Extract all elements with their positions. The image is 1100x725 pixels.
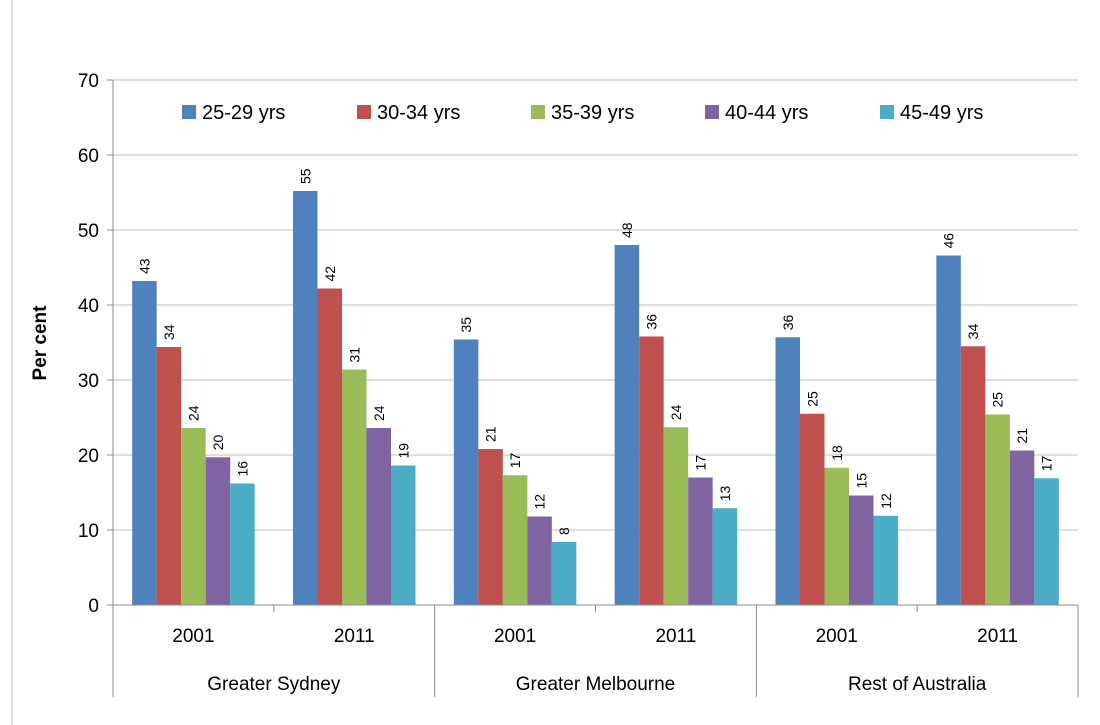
x-category-label: 2001 [816,626,858,647]
x-category-label: 2011 [655,626,696,647]
bar [478,449,503,605]
data-label: 20 [210,434,226,450]
data-label: 25 [990,392,1006,408]
legend-label: 35-39 yrs [551,102,634,124]
data-labels: 43 34 24 20 16 55 42 31 24 19 35 21 17 12 8 48 36 24 17 13 3… [136,168,1054,535]
x-group-label: Greater Melbourne [516,674,675,695]
data-label: 19 [395,443,411,459]
data-label: 34 [161,324,177,340]
data-label: 17 [507,452,523,468]
y-axis-ticks: 0 10 20 30 40 50 60 70 [78,71,113,617]
bar [663,427,689,605]
bar [156,347,182,605]
bar [181,428,206,605]
data-label: 48 [619,222,635,238]
bar [132,281,157,605]
bar [391,465,416,605]
bar [293,191,318,605]
x-category-label: 2011 [977,626,1018,647]
legend-swatch [531,105,545,119]
data-label: 24 [185,405,201,421]
y-tick-label: 0 [88,596,99,617]
x-group-label: Greater Sydney [207,674,341,695]
data-label: 8 [556,527,572,535]
bar [551,542,577,605]
bar [985,414,1010,605]
data-label: 17 [1039,455,1055,471]
x-axis: 2001 2011 2001 2011 2001 2011 Greater Sydney Gr… [112,80,1079,697]
data-label: 16 [234,461,250,477]
data-label: 15 [853,473,869,489]
y-tick-label: 50 [78,221,99,242]
data-label: 35 [458,317,474,333]
data-label: 42 [322,266,338,282]
data-label: 36 [780,314,796,330]
x-group-label: Rest of Australia [848,674,987,695]
y-tick-label: 10 [78,521,99,542]
data-label: 55 [297,168,313,184]
data-label: 13 [717,485,733,501]
x-category-label: 2011 [334,626,375,647]
bar [502,475,528,605]
data-label: 18 [829,445,845,461]
data-label: 36 [643,314,659,330]
data-label: 21 [1014,428,1030,444]
gridlines [113,79,1078,531]
data-label: 43 [136,258,152,274]
data-label: 24 [668,404,684,420]
bar [688,477,713,605]
bar [775,337,800,605]
bar [614,245,640,605]
bar [849,495,874,605]
x-category-label: 2001 [172,626,214,647]
bar [960,346,986,605]
legend: 25-29 yrs 30-34 yrs 35-39 yrs 40-44 yrs 45-4… [182,102,983,124]
y-tick-label: 20 [78,446,99,467]
data-label: 34 [965,323,981,339]
bar [824,467,849,605]
bar [873,515,898,605]
legend-swatch [880,105,894,119]
legend-label: 45-49 yrs [900,102,983,124]
bar [527,516,552,605]
data-label: 25 [804,391,820,407]
legend-swatch [705,105,719,119]
bar [1009,450,1035,605]
y-axis-label: Per cent [30,305,51,381]
legend-label: 30-34 yrs [377,102,460,124]
data-label: 12 [532,494,548,510]
x-category-label: 2001 [494,626,536,647]
bar [366,428,391,605]
bar [1034,478,1059,605]
data-label: 46 [941,233,957,249]
legend-label: 40-44 yrs [725,102,808,124]
y-tick-label: 70 [78,71,99,92]
data-label: 17 [692,455,708,471]
legend-label: 25-29 yrs [202,102,285,124]
bar [317,288,342,605]
data-label: 24 [371,405,387,421]
bar [230,483,255,605]
legend-swatch [357,105,371,119]
data-label: 21 [483,426,499,442]
y-tick-label: 60 [78,146,99,167]
bar [936,255,961,605]
bar [800,413,825,605]
y-tick-label: 30 [78,371,99,392]
bar [639,336,664,605]
bar [342,369,367,605]
bar [205,457,231,605]
bar [712,508,738,605]
y-tick-label: 40 [78,296,99,317]
legend-swatch [182,105,196,119]
bars [132,191,1059,605]
data-label: 31 [346,347,362,363]
data-label: 12 [878,493,894,509]
bar [453,339,479,605]
